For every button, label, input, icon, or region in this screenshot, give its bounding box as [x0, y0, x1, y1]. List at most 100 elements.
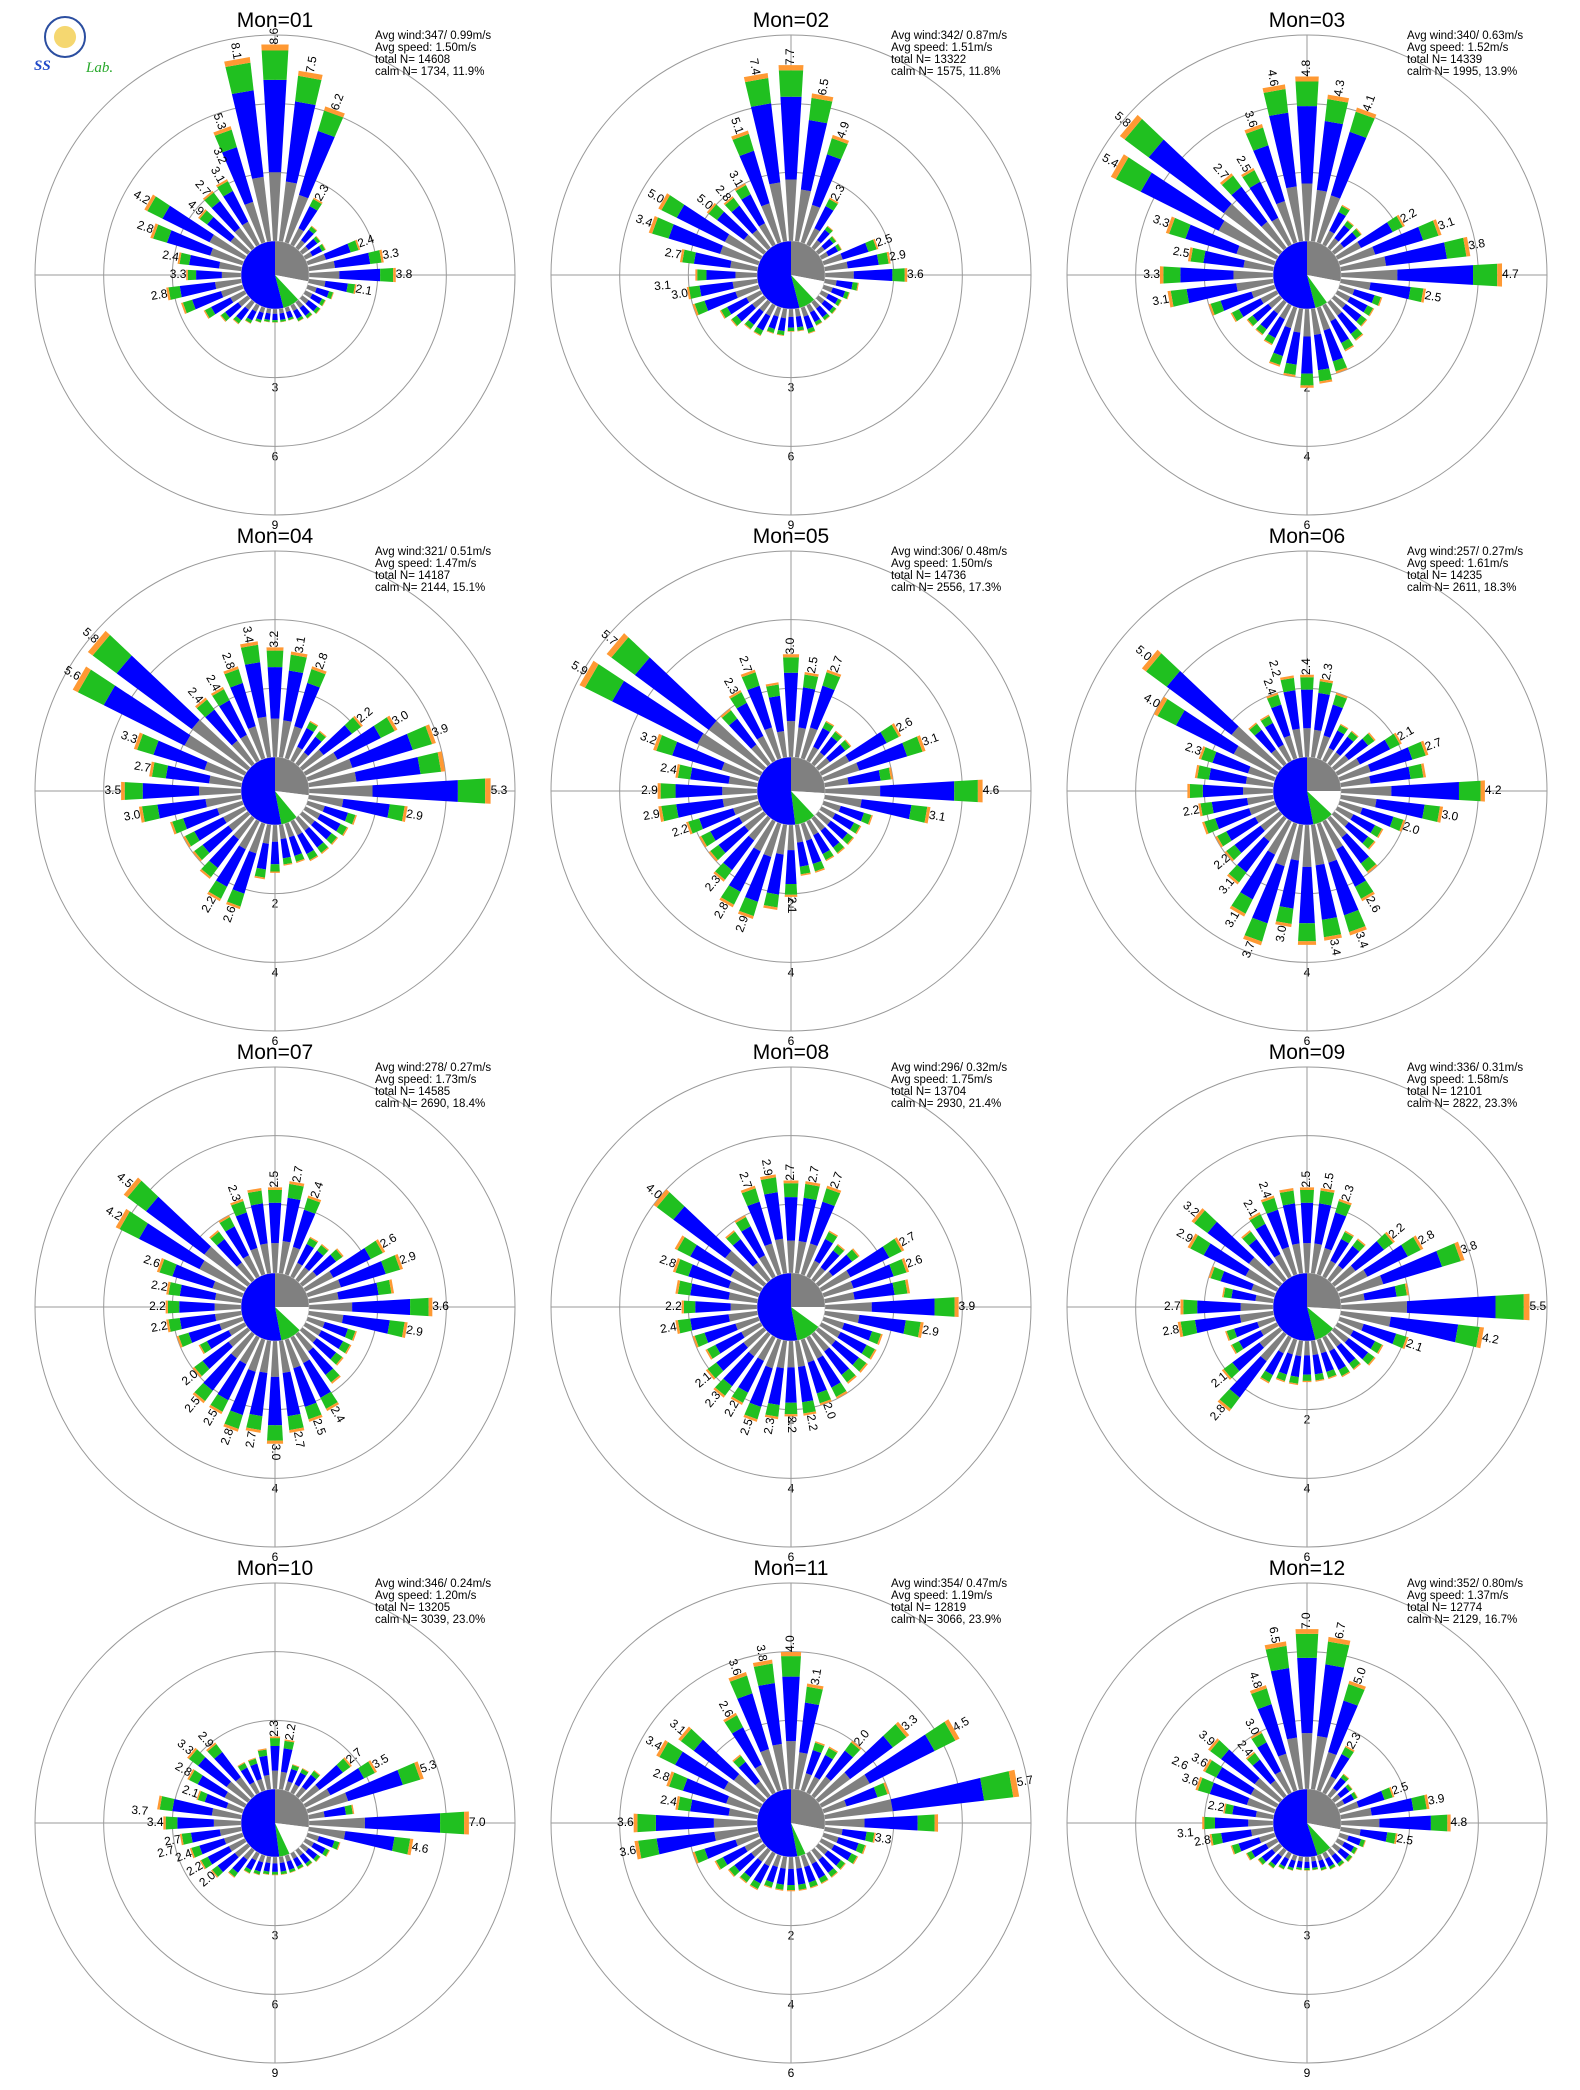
bar-label-270: 2.2 — [665, 1299, 682, 1313]
ring-label: 9 — [272, 518, 279, 532]
bar-130-seg3 — [1367, 1357, 1376, 1366]
bar-label-20: 2.4 — [307, 1179, 326, 1200]
bar-320-seg2 — [1249, 723, 1262, 736]
bar-230-seg1 — [217, 1852, 239, 1873]
bar-200-seg0 — [773, 306, 782, 317]
bar-210-seg3 — [1278, 1866, 1284, 1870]
bar-130-seg0 — [815, 1327, 836, 1346]
stat-avg-wind: Avg wind:257/ 0.27m/s — [1407, 546, 1523, 558]
bar-label-0: 4.8 — [1299, 60, 1313, 77]
bar-270-seg1 — [675, 784, 723, 798]
bar-230-seg0 — [744, 811, 767, 831]
bar-110-seg2 — [868, 1331, 882, 1345]
bar-210-seg3 — [209, 1404, 223, 1415]
bar-120-seg3 — [837, 300, 842, 307]
bar-340-seg3 — [1249, 1685, 1267, 1694]
bar-40-seg0 — [295, 752, 309, 767]
bar-230-seg3 — [1224, 850, 1234, 862]
bar-250-seg1 — [704, 291, 738, 311]
calm-slice-white — [1307, 1307, 1341, 1329]
bar-150-seg1 — [811, 1861, 826, 1879]
bar-80-seg1 — [1369, 766, 1411, 784]
bar-120-seg2 — [861, 1344, 876, 1359]
stat-total: total N= 14235 — [1407, 570, 1482, 582]
bar-80-seg1 — [323, 1806, 347, 1818]
bar-180-seg3 — [1300, 385, 1314, 388]
bar-240-seg3 — [705, 1349, 713, 1360]
bar-340-seg3 — [728, 1671, 748, 1682]
bar-70-seg0 — [822, 1281, 854, 1298]
bar-240-seg3 — [699, 836, 708, 848]
bar-0-seg3 — [1295, 76, 1319, 82]
bar-250-seg2 — [182, 299, 196, 314]
bar-340-seg0 — [1283, 735, 1298, 760]
bar-60-seg2 — [1351, 1792, 1358, 1800]
bar-110-seg0 — [1338, 284, 1355, 295]
bar-90-seg2 — [1430, 1814, 1448, 1832]
bar-100-seg3 — [1421, 288, 1427, 303]
bar-120-seg3 — [342, 827, 349, 837]
bar-110-seg2 — [855, 1843, 866, 1854]
bar-160-seg0 — [800, 1338, 815, 1363]
bar-10-seg0 — [278, 181, 297, 242]
bar-290-seg3 — [150, 223, 159, 239]
bar-330-seg2 — [217, 181, 233, 197]
bar-70-seg0 — [822, 1799, 847, 1814]
bar-210-seg3 — [753, 331, 761, 337]
bar-30-seg1 — [1328, 730, 1345, 751]
bar-0-seg1 — [1300, 1202, 1314, 1244]
bar-label-20: 2.7 — [827, 1170, 846, 1191]
bar-80-seg3 — [1008, 1769, 1020, 1798]
bar-340-seg0 — [250, 1247, 266, 1276]
bar-190-seg0 — [266, 308, 272, 314]
bar-70-seg1 — [323, 243, 351, 260]
bar-200-seg2 — [255, 318, 262, 323]
bar-220-seg3 — [744, 323, 751, 330]
bar-250-seg0 — [1259, 1832, 1276, 1843]
bar-320-seg3 — [202, 190, 214, 201]
bar-10-seg2 — [808, 97, 833, 124]
bar-60-seg3 — [1393, 732, 1402, 745]
bar-120-seg2 — [1351, 1846, 1358, 1854]
bar-170-seg0 — [1310, 824, 1325, 866]
bar-0-seg1 — [783, 672, 799, 722]
bar-190-seg0 — [1293, 308, 1304, 333]
bar-280-seg1 — [690, 1799, 730, 1816]
bar-140-seg2 — [1350, 328, 1363, 340]
bar-250-seg1 — [1220, 291, 1254, 311]
bar-label-290: 2.1 — [180, 1782, 201, 1801]
bar-label-340: 4.8 — [1246, 1670, 1265, 1691]
bar-290-seg3 — [666, 1771, 675, 1787]
bar-330-seg2 — [1249, 1214, 1266, 1230]
stat-calm: calm N= 2930, 21.4% — [891, 1098, 1001, 1110]
bar-130-seg1 — [1337, 1848, 1350, 1860]
bar-label-100: 2.5 — [1424, 288, 1443, 305]
bar-240-seg0 — [739, 806, 763, 823]
bar-0-seg2 — [1295, 1633, 1319, 1658]
bar-80-seg1 — [853, 1282, 895, 1300]
bar-300-seg2 — [1190, 1235, 1211, 1256]
bar-label-100: 4.2 — [1481, 1330, 1500, 1347]
bar-310-seg0 — [708, 720, 767, 771]
bar-320-seg0 — [751, 744, 771, 767]
bar-0-seg0 — [271, 1243, 279, 1274]
bar-50-seg1 — [844, 1735, 893, 1780]
bar-10-seg0 — [1310, 189, 1327, 242]
bar-180-seg3 — [1302, 1380, 1312, 1383]
bar-20-seg2 — [307, 669, 326, 688]
bar-280-seg0 — [1245, 776, 1274, 788]
bar-80-seg0 — [1340, 1293, 1365, 1304]
bar-20-seg0 — [284, 726, 302, 760]
bar-100-seg2 — [387, 1320, 405, 1338]
calm-slice-gray — [275, 757, 309, 796]
bar-170-seg3 — [1323, 934, 1342, 941]
bar-270-seg2 — [637, 1813, 656, 1833]
bar-260-seg0 — [214, 1310, 242, 1322]
windrose-3: 2464.84.34.12.23.13.84.72.53.13.32.53.35… — [1066, 9, 1548, 532]
bar-250-seg2 — [688, 818, 703, 834]
bar-310-seg2 — [611, 637, 650, 676]
bar-90-seg3 — [954, 1297, 959, 1317]
bar-label-80: 3.9 — [1427, 1791, 1446, 1808]
bar-80-seg3 — [351, 1804, 355, 1814]
bar-160-seg3 — [810, 1884, 819, 1889]
